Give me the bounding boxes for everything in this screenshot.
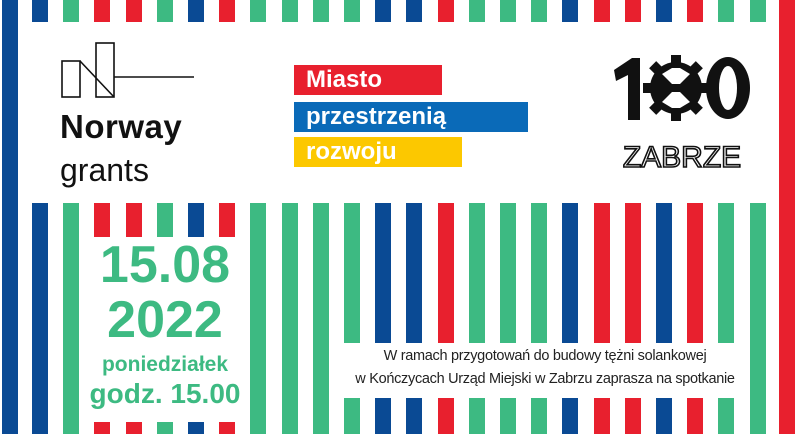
norway-grants-logo	[61, 42, 194, 98]
stripe	[188, 0, 204, 22]
info-line-1: W ramach przygotowań do budowy tężni sol…	[383, 348, 707, 364]
stripe	[469, 0, 485, 22]
stripe	[531, 0, 547, 22]
stripe	[63, 203, 79, 434]
stripe	[718, 398, 734, 434]
stripe	[718, 203, 734, 343]
stripe	[219, 0, 235, 22]
stripe	[656, 0, 672, 22]
stripe	[500, 398, 516, 434]
info-line-2: w Kończycach Urząd Miejski w Zabrzu zapr…	[355, 371, 735, 387]
stripe	[687, 0, 703, 22]
stripe	[282, 0, 298, 22]
stripe	[625, 203, 641, 343]
right-red-bar	[779, 0, 795, 434]
stripe	[750, 203, 766, 434]
stripe	[438, 203, 454, 343]
stripe	[32, 0, 48, 22]
stripe	[469, 398, 485, 434]
stripe	[469, 203, 485, 343]
stripe	[718, 0, 734, 22]
stripe	[344, 203, 360, 343]
stripe	[562, 203, 578, 343]
slogan-line-3: rozwoju	[294, 137, 462, 167]
stripe	[126, 0, 142, 22]
stripe	[438, 398, 454, 434]
left-blue-bar	[2, 0, 18, 434]
norway-grants-name: Norway	[60, 108, 183, 145]
zabrze-logo-text: ZABRZE	[623, 141, 741, 174]
stripe	[687, 398, 703, 434]
stripe	[531, 203, 547, 343]
stripe	[63, 0, 79, 22]
stripe	[438, 0, 454, 22]
stripe	[656, 203, 672, 343]
stripe	[94, 203, 110, 237]
stripe	[126, 203, 142, 237]
stripe	[157, 203, 173, 237]
stripe	[157, 422, 173, 434]
event-date: 15.08	[99, 236, 231, 294]
slogan-line-2: przestrzenią	[294, 102, 528, 132]
stripe	[594, 398, 610, 434]
zabrze-100-logo: ZABRZE	[614, 55, 750, 175]
event-time: godz. 15.00	[89, 378, 241, 409]
stripe	[406, 203, 422, 343]
stripe	[500, 0, 516, 22]
stripe	[219, 203, 235, 237]
slogan-line-1: Miasto	[294, 65, 442, 95]
stripe	[500, 203, 516, 343]
stripe	[687, 203, 703, 343]
stripe	[157, 0, 173, 22]
stripe	[282, 203, 298, 434]
stripe	[250, 0, 266, 22]
stripe	[313, 203, 329, 434]
norway-grants-sub: grants	[60, 152, 149, 188]
stripe	[625, 398, 641, 434]
stripe	[32, 203, 48, 434]
stripe	[406, 398, 422, 434]
stripe	[126, 422, 142, 434]
stripe	[750, 0, 766, 22]
stripe	[375, 203, 391, 343]
stripe	[562, 398, 578, 434]
stripe	[375, 0, 391, 22]
event-year: 2022	[107, 291, 223, 349]
stripe	[375, 398, 391, 434]
stripe	[625, 0, 641, 22]
stripe	[188, 203, 204, 237]
stripe	[406, 0, 422, 22]
stripe	[594, 0, 610, 22]
stripe	[531, 398, 547, 434]
stripe	[344, 398, 360, 434]
stripe	[656, 398, 672, 434]
event-weekday: poniedziałek	[101, 353, 229, 376]
stripe	[219, 422, 235, 434]
stripe	[313, 0, 329, 22]
stripe	[562, 0, 578, 22]
stripe	[94, 0, 110, 22]
stripe	[250, 203, 266, 434]
stripe	[94, 422, 110, 434]
stripe	[344, 0, 360, 22]
stripe	[188, 422, 204, 434]
stripe	[594, 203, 610, 343]
